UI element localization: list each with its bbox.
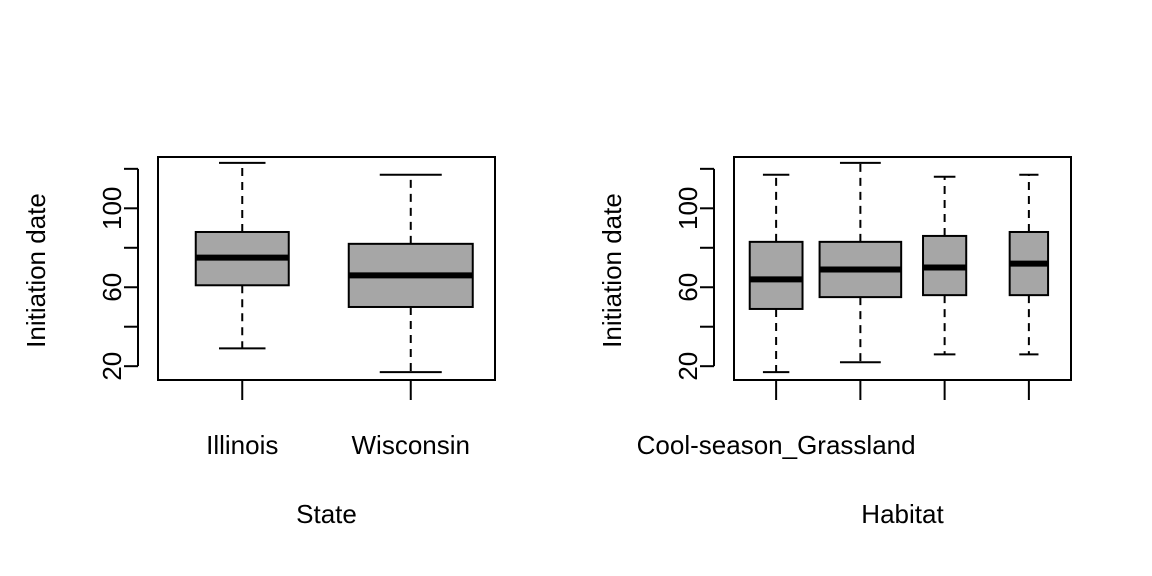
y-tick-label: 60 (97, 273, 127, 302)
y-tick-label: 60 (673, 273, 703, 302)
boxplot-cool-season-grassland (748, 173, 804, 374)
y-axis-title: Initiation date (21, 193, 51, 348)
boxplot-wisconsin (347, 173, 474, 374)
boxplot-group-3 (922, 175, 968, 356)
x-tick-label: Illinois (206, 430, 278, 460)
boxplot-illinois (194, 161, 290, 350)
y-tick-label: 100 (97, 187, 127, 230)
x-axis-title: Habitat (861, 499, 944, 529)
y-axis-title: Initiation date (597, 193, 627, 348)
boxplot-group-2 (818, 161, 903, 364)
boxplot-group-4 (1008, 173, 1050, 356)
y-tick-label: 20 (97, 352, 127, 381)
state-boxplot-panel: 20 60 100 Initiation date Illinois Wisconsin S… (21, 156, 496, 529)
y-tick-label: 20 (673, 352, 703, 381)
habitat-boxplot-panel: 20 60 100 Initiation date Cool-season_Grassl… (597, 156, 1072, 529)
y-tick-label: 100 (673, 187, 703, 230)
x-axis-title: State (296, 499, 357, 529)
iqr-box (748, 240, 804, 310)
x-tick-label: Cool-season_Grassland (637, 430, 916, 460)
x-tick-label: Wisconsin (352, 430, 470, 460)
